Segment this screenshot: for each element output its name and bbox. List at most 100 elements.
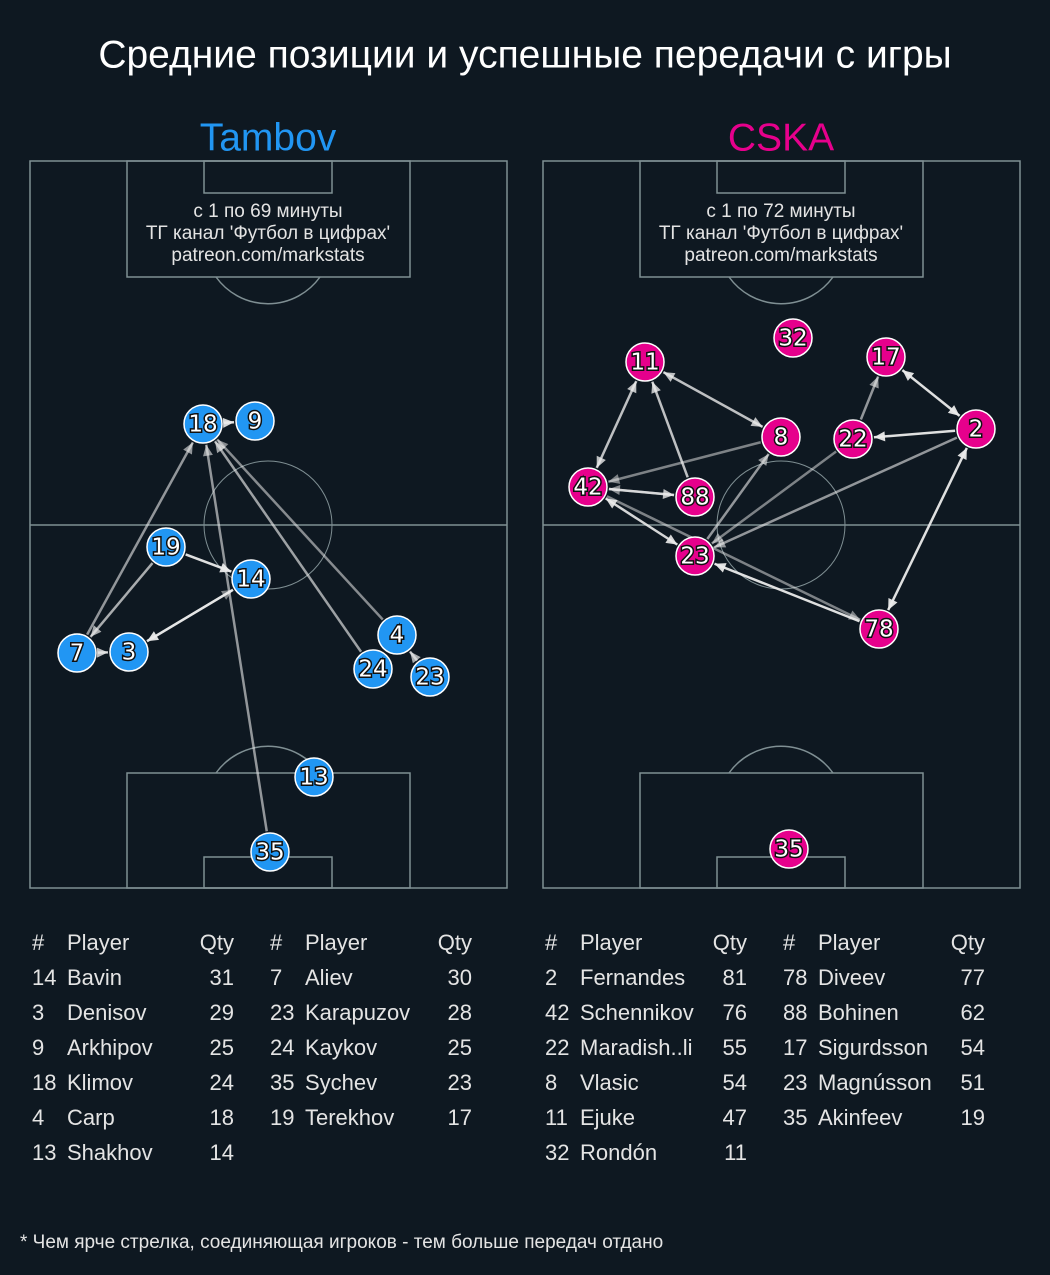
table-cell: 25 (210, 1035, 234, 1060)
arrow-head (873, 431, 886, 442)
player-node (294, 757, 334, 797)
pass-arrow (651, 381, 689, 478)
player-node (250, 832, 290, 872)
table-header: # (270, 930, 283, 955)
player-node (146, 527, 186, 567)
table-cell: 77 (961, 965, 985, 990)
table-cell: 88 (783, 1000, 807, 1025)
arrow-head (220, 589, 233, 600)
table-cell: Shakhov (67, 1140, 153, 1165)
table-cell: 51 (961, 1070, 985, 1095)
table-cell: Karapuzov (305, 1000, 410, 1025)
table-cell: 14 (32, 965, 56, 990)
table-cell: 29 (210, 1000, 234, 1025)
player-node (859, 609, 899, 649)
table-cell: 47 (723, 1105, 747, 1130)
player-node (625, 342, 665, 382)
table-cell: Bohinen (818, 1000, 899, 1025)
table-cell: 22 (545, 1035, 569, 1060)
table-cell: 23 (270, 1000, 294, 1025)
pitch-note: patreon.com/markstats (171, 245, 364, 266)
table-cell: 24 (210, 1070, 234, 1095)
arrow-head (203, 444, 213, 457)
arrow-head (409, 651, 421, 664)
arrow-head (222, 417, 235, 428)
table-cell: 19 (961, 1105, 985, 1130)
pass-arrow (706, 453, 770, 540)
player-node (109, 632, 149, 672)
player-number: 13 (299, 765, 328, 791)
goal-box (203, 160, 333, 194)
player-number: 23 (415, 665, 444, 691)
table-cell: Sychev (305, 1070, 377, 1095)
pass-arrow (714, 562, 860, 623)
table-cell: 35 (783, 1105, 807, 1130)
table-cell: Denisov (67, 1000, 146, 1025)
arrow-head (888, 598, 898, 611)
table-cell: Bavin (67, 965, 122, 990)
player-node (675, 477, 715, 517)
table-cell: 17 (448, 1105, 472, 1130)
arrow-head (662, 489, 675, 500)
table-cell: 23 (783, 1070, 807, 1095)
arrow-head (714, 538, 727, 548)
pass-arrow (604, 497, 679, 546)
pitch-note: с 1 по 72 минуты (706, 201, 855, 222)
pass-arrow (86, 441, 194, 636)
pitch (542, 160, 1021, 889)
team-name: CSKA (728, 116, 834, 159)
player-number: 23 (680, 544, 709, 570)
table-header: Qty (438, 930, 472, 955)
table-cell: Magnússon (818, 1070, 932, 1095)
arrow-head (848, 610, 861, 620)
table-header: Player (305, 930, 367, 955)
table-cell: 2 (545, 965, 557, 990)
pitch-note: ТГ канал 'Футбол в цифрах' (659, 223, 903, 244)
player-node (353, 649, 393, 689)
player-node (235, 401, 275, 441)
player-number: 11 (630, 350, 659, 376)
table-cell: 14 (210, 1140, 234, 1165)
player-node (410, 657, 450, 697)
pass-arrow (606, 495, 861, 621)
player-node (231, 559, 271, 599)
pass-arrow (595, 380, 638, 469)
player-number: 78 (864, 617, 893, 643)
table-cell: 11 (545, 1105, 568, 1130)
table-cell: Terekhov (305, 1105, 394, 1130)
table-cell: 18 (32, 1070, 56, 1095)
table-header: Qty (713, 930, 747, 955)
table-cell: 17 (783, 1035, 807, 1060)
table-cell: Klimov (67, 1070, 133, 1095)
table-cell: Diveev (818, 965, 885, 990)
table-header: Player (818, 930, 880, 955)
table-cell: 4 (32, 1105, 44, 1130)
table-header: Qty (951, 930, 985, 955)
player-number: 22 (838, 427, 867, 453)
arrow-head (183, 442, 193, 455)
arrow-head (750, 417, 763, 427)
table-header: Player (67, 930, 129, 955)
table-cell: 35 (270, 1070, 294, 1095)
pitch-note: ТГ канал 'Футбол в цифрах' (146, 223, 390, 244)
table-cell: 8 (545, 1070, 557, 1095)
penalty-arc (728, 745, 834, 774)
table-cell: Carp (67, 1105, 115, 1130)
arrow-head (96, 647, 109, 658)
arrow-head (627, 381, 637, 394)
table-cell: Vlasic (580, 1070, 639, 1095)
table-cell: 81 (723, 965, 747, 990)
arrow-head (957, 447, 967, 460)
table-cell: Arkhipov (67, 1035, 153, 1060)
table-cell: Kaykov (305, 1035, 377, 1060)
arrow-head (869, 376, 879, 389)
footnote: * Чем ярче стрелка, соединяющая игроков … (20, 1232, 663, 1253)
arrow-head (758, 454, 769, 466)
table-cell: 13 (32, 1140, 56, 1165)
pass-arrow (216, 438, 384, 621)
table-cell: 19 (270, 1105, 294, 1130)
arrow-head (902, 370, 915, 381)
table-cell: 30 (448, 965, 472, 990)
player-node (675, 536, 715, 576)
